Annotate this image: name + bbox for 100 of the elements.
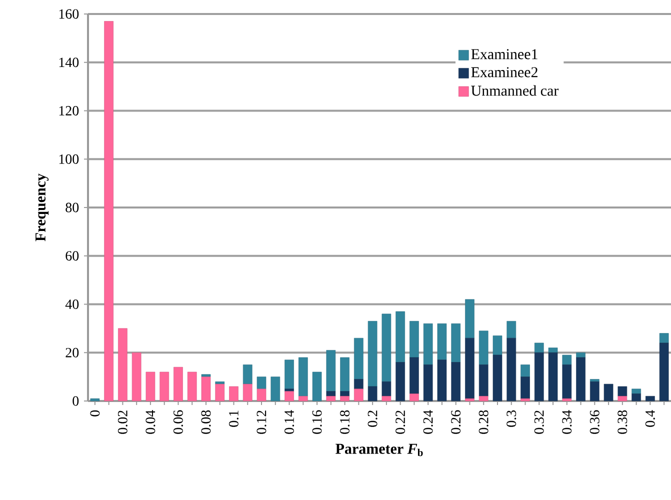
bar <box>618 386 628 396</box>
bar <box>298 396 308 402</box>
bar <box>520 398 530 402</box>
bar <box>506 338 516 402</box>
bar <box>256 376 266 390</box>
bar <box>368 321 378 387</box>
legend-label: Examinee2 <box>471 67 538 78</box>
bar <box>396 311 405 362</box>
x-tick-label: 0.18 <box>340 410 350 434</box>
bar <box>562 354 572 365</box>
x-tick-label: 0.08 <box>201 410 211 434</box>
bar <box>520 376 530 399</box>
bar <box>506 321 516 338</box>
bar <box>423 364 433 402</box>
bar <box>465 398 474 402</box>
bar <box>548 352 558 402</box>
bar <box>340 391 350 396</box>
x-tick-label: 0.22 <box>396 410 406 434</box>
x-axis-title: Parameter F$_{b}$ <box>336 444 423 456</box>
bar <box>437 360 447 402</box>
bar <box>562 398 572 402</box>
x-tick-label: 0.12 <box>256 410 266 434</box>
bar <box>659 342 669 402</box>
bar <box>410 357 419 394</box>
bar <box>576 357 586 402</box>
bar <box>340 396 350 402</box>
bar <box>368 386 378 402</box>
bar <box>284 360 294 390</box>
bar <box>646 396 655 402</box>
bar <box>146 372 156 402</box>
bar <box>340 357 350 392</box>
bar <box>354 388 364 402</box>
x-tick-label: 0.26 <box>451 410 461 434</box>
bar <box>312 372 322 402</box>
y-tick-label: 100 <box>59 154 79 164</box>
y-tick-label: 60 <box>66 251 79 261</box>
x-tick-label: 0.14 <box>284 410 294 434</box>
bar <box>396 362 405 402</box>
y-axis-title: Frequency <box>36 174 49 242</box>
bar <box>492 336 502 356</box>
bar <box>410 321 419 358</box>
bar <box>201 374 211 377</box>
bar <box>326 350 336 392</box>
bar <box>659 333 669 344</box>
bar <box>256 388 266 402</box>
bar <box>298 357 308 396</box>
y-tick-label: 160 <box>59 9 79 19</box>
bar <box>174 366 183 402</box>
y-tick-label: 40 <box>65 300 79 309</box>
bar <box>118 328 128 402</box>
bar <box>270 376 280 402</box>
y-tick-label: 20 <box>66 348 79 358</box>
legend-label: Examinee1 <box>471 49 538 60</box>
y-tick-label: 140 <box>59 58 79 68</box>
y-tick-label: 120 <box>59 106 79 116</box>
x-tick-label: 0.28 <box>478 410 488 434</box>
bar <box>478 364 488 396</box>
x-tick-label: 0.24 <box>423 410 433 434</box>
bar <box>382 314 392 382</box>
bar <box>478 330 488 365</box>
bar <box>242 384 252 402</box>
bar <box>604 384 614 402</box>
x-tick-label: 0.06 <box>173 410 183 434</box>
bar <box>326 396 336 402</box>
bar <box>632 388 641 394</box>
x-tick-label: 0.32 <box>534 410 544 434</box>
bar <box>423 323 433 365</box>
bar <box>326 391 336 396</box>
x-tick-label: 0 <box>90 410 100 416</box>
bar <box>465 338 474 399</box>
bar <box>590 382 600 402</box>
bar <box>534 352 544 402</box>
bar <box>632 394 641 402</box>
bar <box>215 384 225 402</box>
bar <box>284 391 294 402</box>
bar <box>478 396 488 402</box>
bar <box>562 364 572 399</box>
x-tick-label: 0.36 <box>590 410 600 434</box>
x-tick-label: 0.3 <box>506 410 516 427</box>
x-tick-label: 0.16 <box>312 410 322 434</box>
bar <box>201 376 211 402</box>
legend-label: Unmanned car <box>471 85 559 96</box>
bar <box>382 396 392 402</box>
bar <box>187 372 197 402</box>
bar <box>284 388 294 392</box>
bar <box>410 394 419 402</box>
x-tick-label: 0.34 <box>562 410 572 434</box>
bar <box>548 348 558 353</box>
bar <box>576 352 586 358</box>
bar <box>382 382 392 396</box>
x-tick-label: 0.4 <box>645 410 655 427</box>
bar <box>534 342 544 353</box>
x-tick-label: 0.1 <box>228 410 239 427</box>
y-tick-label: 80 <box>66 202 79 212</box>
bar <box>451 362 460 402</box>
x-tick-label: 0.04 <box>146 410 156 434</box>
bar <box>590 379 600 382</box>
bar <box>354 338 364 380</box>
x-tick-label: 0.2 <box>368 410 378 427</box>
bar <box>242 364 252 384</box>
